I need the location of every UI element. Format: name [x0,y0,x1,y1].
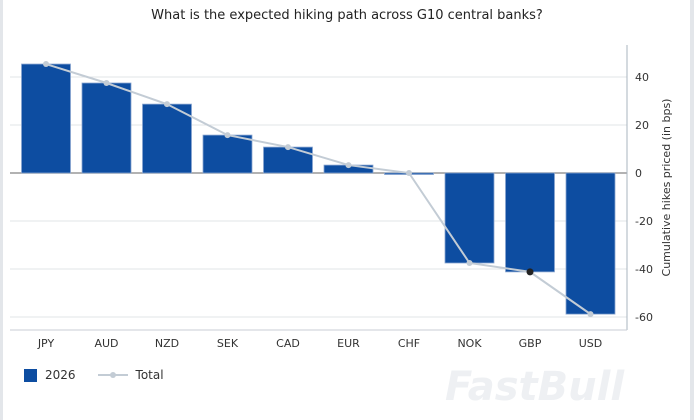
x-tick-label: USD [579,337,603,350]
legend-swatch-total[interactable] [97,370,128,380]
y-tick-label: 20 [635,119,649,132]
total-point-aud [103,80,110,86]
bar-sek [202,134,253,174]
total-point-eur [345,162,352,169]
right-scrollbar[interactable] [690,0,694,420]
total-point-sek [224,132,231,139]
bar-nzd [142,103,192,174]
total-point-jpy [43,61,49,68]
y-tick-label: -20 [635,215,653,228]
x-tick-label: SEK [217,337,239,350]
bar-usd [565,172,616,315]
total-point-cad [285,144,291,151]
x-tick-label: AUD [94,337,118,350]
y-axis-label: Cumulative hikes priced (in bps) [660,99,673,277]
legend-swatch-2026[interactable] [24,368,37,382]
total-line [45,63,592,315]
x-tick-label: NOK [457,337,482,350]
total-point-nok [466,260,473,266]
bar-nok [444,172,495,264]
y-tick-label: 40 [635,71,649,84]
x-tick-label: CAD [276,337,300,350]
x-tick-label: GBP [519,337,542,350]
total-point-nzd [164,101,170,108]
x-tick-label: CHF [398,337,420,350]
chart-title: What is the expected hiking path across … [151,8,543,23]
bar-aud [81,82,132,174]
watermark-logo: FastBull [445,364,625,410]
total-point-usd [587,311,594,318]
total-point-chf [406,170,412,176]
left-border [0,0,3,420]
y-tick-label: -40 [635,263,653,276]
bar-gbp [505,172,555,273]
bar-cad [263,146,313,174]
bar-jpy [21,63,71,174]
legend-label-2026[interactable]: 2026 [45,368,76,382]
total-point-gbp [526,268,534,276]
legend-label-total[interactable]: Total [135,368,164,382]
x-tick-label: EUR [337,337,360,350]
legend: 2026 Total [24,368,164,382]
y-tick-label: 0 [635,167,642,180]
x-tick-label: NZD [155,337,179,350]
x-tick-label: JPY [37,337,55,350]
y-tick-label: -60 [635,311,653,324]
